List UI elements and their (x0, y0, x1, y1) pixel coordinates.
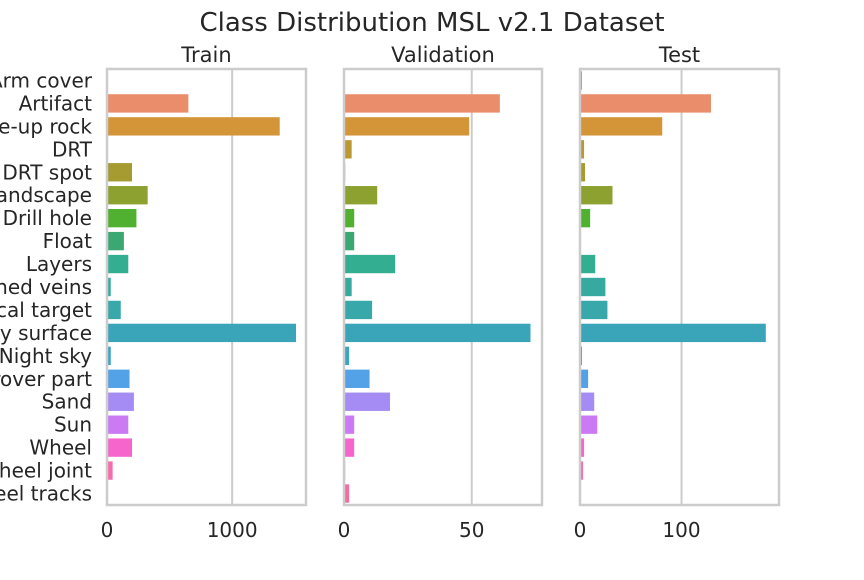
axes-frame (105, 67, 308, 507)
category-label: DRT spot (2, 160, 92, 184)
axes-frame (342, 67, 544, 507)
bar (107, 277, 111, 297)
subplot-title: Validation (391, 43, 495, 67)
bar (580, 186, 613, 205)
category-label: andscape (0, 183, 92, 207)
bar (344, 438, 355, 457)
category-label: DRT (52, 137, 93, 161)
bar (344, 231, 355, 251)
axes-frame (578, 67, 781, 507)
bar (107, 438, 133, 457)
bar (107, 186, 148, 205)
bar (107, 163, 133, 182)
bar (580, 94, 711, 113)
bar (107, 346, 111, 366)
bar (107, 208, 137, 228)
subplot-2: Test 0 100 (574, 43, 781, 542)
x-tick-label: 0 (101, 518, 114, 542)
bar (344, 277, 352, 297)
bar (580, 369, 589, 388)
category-label: Sun (54, 413, 92, 437)
category-label: Night sky (0, 344, 92, 368)
bar (344, 117, 470, 136)
bar (344, 94, 500, 113)
bar (580, 277, 606, 297)
x-tick-label: 50 (459, 518, 484, 542)
bar (344, 323, 531, 343)
x-tick-label: 0 (574, 518, 587, 542)
category-label: e-up rock (0, 114, 92, 138)
bar (344, 346, 350, 366)
bar (107, 323, 296, 343)
bar (344, 186, 378, 205)
bar (580, 392, 595, 411)
bar (344, 392, 390, 411)
bar (107, 231, 124, 251)
bar (107, 254, 129, 274)
category-label: Wheel (29, 436, 92, 460)
bar (580, 254, 596, 274)
category-label: Layers (26, 252, 92, 276)
bar (344, 140, 352, 159)
bar (580, 415, 598, 434)
category-label: Arm cover (0, 68, 93, 92)
x-tick-label: 1000 (207, 518, 258, 542)
category-label: Wheel joint (0, 459, 92, 483)
category-label: eel tracks (0, 482, 92, 506)
bar (107, 415, 129, 434)
bar (107, 300, 121, 320)
subplot-title: Train (180, 43, 231, 67)
subplot-title: Test (658, 43, 700, 67)
bar (580, 300, 608, 320)
category-label: rover part (0, 367, 92, 391)
x-tick-label: 0 (338, 518, 351, 542)
x-tick-label: 100 (662, 518, 700, 542)
bar (107, 369, 130, 388)
bar (344, 254, 396, 274)
bar (580, 163, 586, 182)
category-label: Artifact (19, 91, 93, 115)
category-label: Sand (42, 390, 92, 414)
bar (580, 461, 584, 480)
bar (107, 94, 189, 113)
bar (344, 300, 373, 320)
bar (580, 140, 585, 159)
category-label: ned veins (0, 275, 92, 299)
bar (580, 208, 591, 228)
bar (580, 323, 766, 343)
category-label: Float (43, 229, 93, 253)
bar (107, 392, 134, 411)
category-label: cal target (0, 298, 92, 322)
figure-title: Class Distribution MSL v2.1 Dataset (199, 8, 664, 38)
bar (344, 415, 355, 434)
subplots: Train 0 1000 Validation 0 50 Test 0 100 (101, 43, 781, 542)
category-label: by surface (0, 321, 92, 345)
bar (580, 117, 663, 136)
subplot-1: Validation 0 50 (338, 43, 544, 542)
bar (344, 208, 355, 228)
subplot-0: Train 0 1000 (101, 43, 308, 542)
category-label: Drill hole (3, 206, 92, 230)
bar (344, 484, 350, 503)
bar (580, 438, 585, 457)
bar (107, 117, 280, 136)
bar (107, 461, 113, 480)
bar (344, 369, 370, 388)
